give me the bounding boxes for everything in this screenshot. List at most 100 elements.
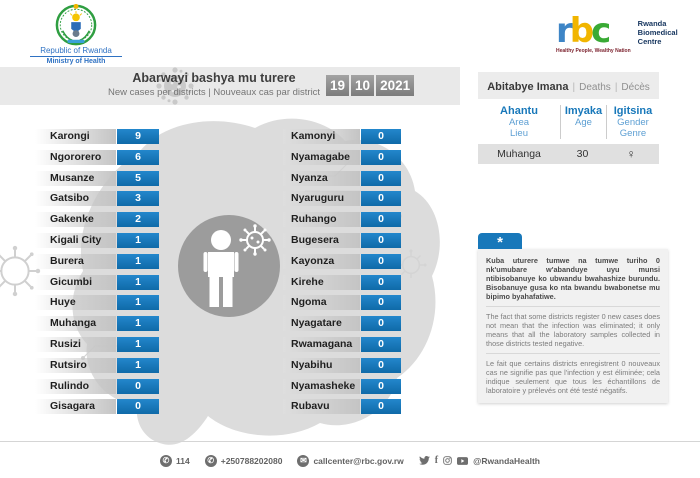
phone-icon: ✆ (204, 454, 217, 467)
deaths-col-gender: Igitsina Gender Genre (606, 105, 659, 139)
virus-outline-icon (0, 245, 41, 297)
col-header-line: Genre (619, 128, 647, 139)
page-title: Abarwayi bashya mu turere (132, 71, 296, 85)
district-new-cases: 0 (361, 129, 401, 144)
district-row: Nyanza 0 (283, 170, 401, 186)
district-new-cases: 1 (117, 253, 159, 269)
district-row: Rusizi 1 (35, 336, 159, 352)
district-new-cases: 0 (361, 399, 401, 415)
facebook-icon[interactable]: f (434, 455, 439, 466)
social-handle-link[interactable]: @RwandaHealth (473, 456, 540, 466)
district-name: Huye (35, 295, 116, 311)
district-row: Bugesera 0 (283, 232, 401, 248)
hotline-link[interactable]: ✆ 114 (160, 454, 190, 467)
virus-icon (156, 67, 194, 105)
phone-number: +250788202080 (220, 455, 283, 466)
district-row: Gakenke 2 (35, 212, 159, 228)
district-name: Musanze (35, 170, 116, 186)
district-row: Nyamasheke 0 (283, 378, 401, 394)
district-row: Kayonza 0 (283, 253, 401, 269)
district-name: Muhanga (35, 316, 116, 332)
district-new-cases: 0 (117, 399, 159, 415)
separator: | (614, 82, 618, 93)
col-header-line: Ahantu (500, 105, 538, 117)
district-name: Rusizi (35, 336, 116, 352)
district-name: Gicumbi (35, 274, 116, 290)
district-row: Nyamagabe 0 (283, 149, 401, 165)
rbc-name-line: Rwanda (637, 19, 667, 28)
district-new-cases: 0 (361, 149, 401, 165)
rbc-letters: rbc (556, 14, 631, 48)
death-age: 30 (576, 148, 589, 160)
twitter-icon[interactable] (418, 456, 430, 465)
district-name: Gakenke (35, 212, 116, 228)
date-day: 19 (326, 75, 350, 96)
district-row: Burera 1 (35, 253, 159, 269)
district-new-cases: 3 (117, 191, 159, 207)
phone-icon: ✆ (160, 454, 173, 467)
district-new-cases: 0 (361, 336, 401, 352)
header-band: Abarwayi bashya mu turere New cases per … (0, 67, 460, 105)
district-new-cases: 5 (117, 170, 159, 186)
note-french: Le fait que certains districts enregistr… (486, 359, 660, 395)
instagram-icon[interactable] (443, 456, 452, 465)
district-name: Burera (35, 253, 116, 269)
rbc-name: Rwanda Biomedical Centre (638, 16, 678, 46)
rbc-name-line: Centre (637, 37, 662, 46)
email-link[interactable]: ✉ callcenter@rbc.gov.rw (297, 454, 404, 467)
email-address: callcenter@rbc.gov.rw (313, 455, 404, 466)
district-name: Nyanza (283, 170, 360, 186)
social-handle: @RwandaHealth (473, 455, 540, 466)
district-name: Kirehe (283, 274, 360, 290)
district-name: Nyaruguru (283, 191, 360, 207)
district-new-cases: 0 (361, 191, 401, 207)
district-list-left: Karongi 9 Ngororero 6 Musanze 5 Gatsibo 3 Gakenk… (35, 129, 159, 420)
district-row: Kamonyi 0 (283, 129, 401, 144)
district-row: Nyaruguru 0 (283, 191, 401, 207)
col-header-line: Imyaka (564, 105, 603, 117)
date-month: 10 (351, 75, 375, 96)
district-new-cases: 1 (117, 295, 159, 311)
district-name: Nyamagabe (283, 149, 360, 165)
district-new-cases: 0 (361, 316, 401, 332)
death-place: Muhanga (497, 148, 541, 160)
phone-link[interactable]: ✆ +250788202080 (204, 454, 283, 467)
deaths-title-en: Deaths (579, 82, 611, 93)
district-row: Rulindo 0 (35, 378, 159, 394)
youtube-icon[interactable] (457, 456, 469, 465)
district-row: Karongi 9 (35, 129, 159, 144)
district-new-cases: 0 (361, 232, 401, 248)
deaths-table-row: Muhanga 30 ♀ (478, 144, 659, 164)
district-row: Ngoma 0 (283, 295, 401, 311)
district-new-cases: 6 (117, 149, 159, 165)
rbc-letter-c: c (591, 11, 611, 51)
district-row: Gatsibo 3 (35, 191, 159, 207)
district-name: Nyagatare (283, 316, 360, 332)
district-name: Kayonza (283, 253, 360, 269)
note-kinyarwanda: Kuba uturere tumwe na tumwe turiho 0 nk'… (486, 256, 660, 301)
district-name: Gisagara (35, 399, 116, 415)
district-new-cases: 1 (117, 274, 159, 290)
district-new-cases: 0 (361, 378, 401, 394)
district-name: Kigali City (35, 232, 116, 248)
district-row: Ruhango 0 (283, 212, 401, 228)
district-row: Musanze 5 (35, 170, 159, 186)
district-row: Nyagatare 0 (283, 316, 401, 332)
district-name: Rubavu (283, 399, 360, 415)
district-list-right: Kamonyi 0 Nyamagabe 0 Nyanza 0 Nyaruguru 0 Ruhan… (283, 129, 401, 420)
note-english: The fact that some districts register 0 … (486, 312, 660, 348)
district-new-cases: 0 (361, 295, 401, 311)
district-row: Gisagara 0 (35, 399, 159, 415)
district-new-cases: 9 (117, 129, 159, 144)
district-name: Rwamagana (283, 336, 360, 352)
district-name: Karongi (35, 129, 116, 144)
deaths-title-fr: Décès (621, 82, 650, 93)
deaths-col-age: Imyaka Age (560, 105, 606, 139)
district-row: Nyabihu 0 (283, 357, 401, 373)
gov-logo: Republic of Rwanda Ministry of Health (30, 4, 122, 65)
gov-country-label: Republic of Rwanda (30, 46, 122, 57)
district-new-cases: 1 (117, 336, 159, 352)
hotline-number: 114 (176, 455, 190, 466)
divider (486, 353, 660, 354)
